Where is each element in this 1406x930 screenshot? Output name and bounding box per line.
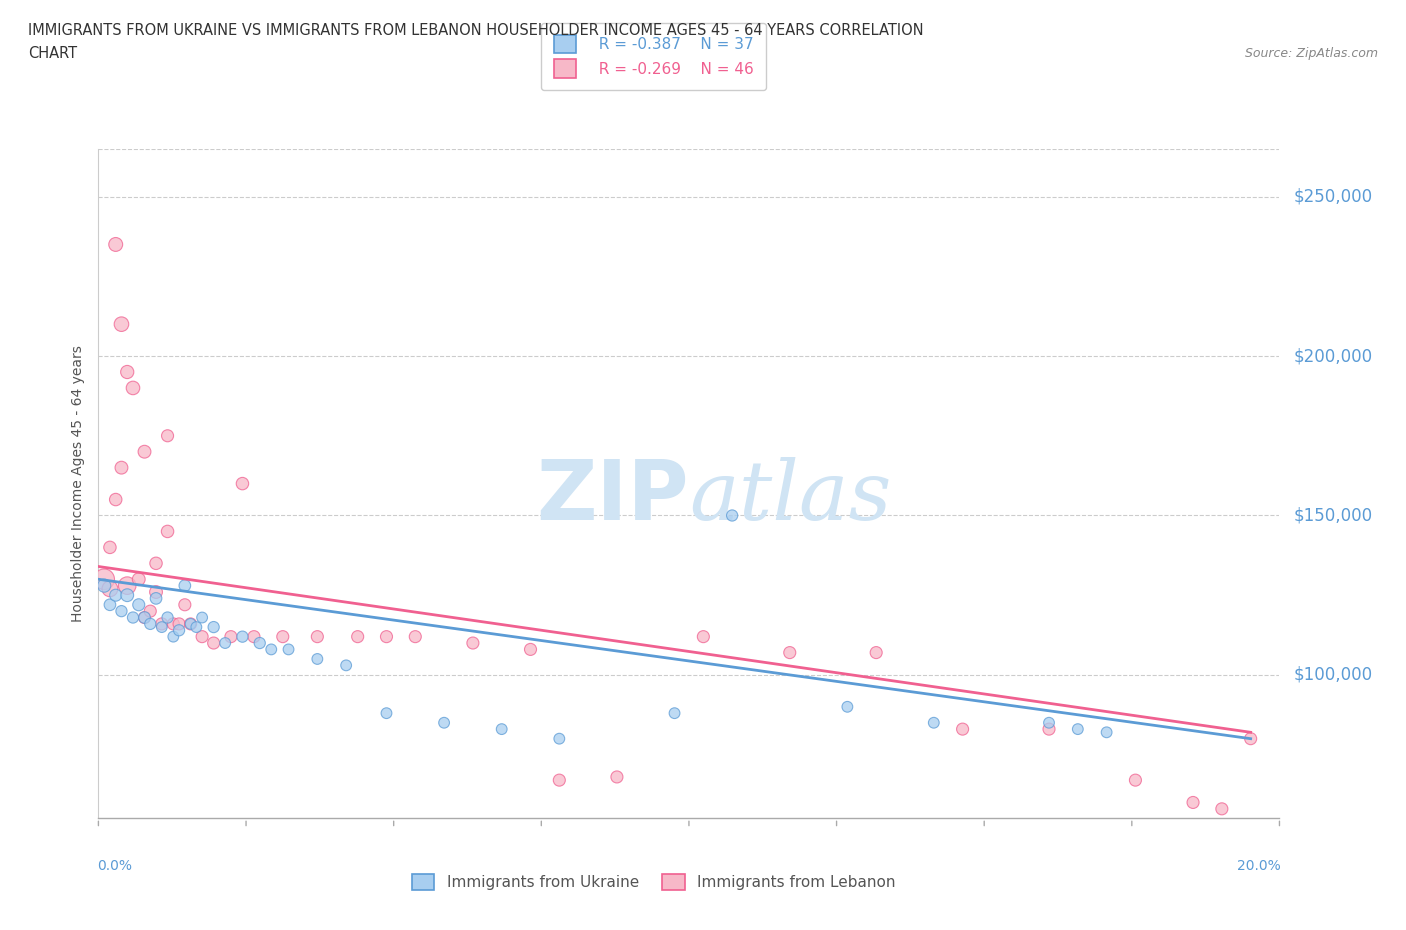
Point <box>243 630 266 644</box>
Point <box>167 617 190 631</box>
Point <box>1211 802 1233 817</box>
Point <box>191 630 214 644</box>
Text: Source: ZipAtlas.com: Source: ZipAtlas.com <box>1244 46 1378 60</box>
Point <box>110 460 132 475</box>
Point <box>922 715 945 730</box>
Point <box>260 642 283 657</box>
Point <box>271 630 294 644</box>
Point <box>115 365 138 379</box>
Point <box>1038 722 1060 737</box>
Point <box>664 706 686 721</box>
Point <box>104 588 127 603</box>
Point <box>606 769 628 784</box>
Text: $200,000: $200,000 <box>1294 347 1372 365</box>
Point <box>122 380 145 395</box>
Point <box>1038 715 1060 730</box>
Text: 20.0%: 20.0% <box>1237 858 1281 872</box>
Point <box>865 645 887 660</box>
Point <box>548 773 571 788</box>
Point <box>837 699 859 714</box>
Point <box>180 617 202 631</box>
Point <box>98 581 121 596</box>
Point <box>156 610 179 625</box>
Point <box>110 604 132 618</box>
Point <box>375 706 398 721</box>
Point <box>93 578 115 593</box>
Point <box>231 476 253 491</box>
Text: atlas: atlas <box>689 457 891 537</box>
Point <box>162 630 184 644</box>
Point <box>491 722 513 737</box>
Point <box>1095 724 1118 739</box>
Point <box>375 630 398 644</box>
Point <box>779 645 801 660</box>
Point <box>346 630 368 644</box>
Point <box>249 635 271 650</box>
Point <box>104 492 127 507</box>
Point <box>214 635 236 650</box>
Point <box>692 630 714 644</box>
Text: $150,000: $150,000 <box>1294 507 1372 525</box>
Point <box>115 578 138 593</box>
Point <box>519 642 541 657</box>
Point <box>115 588 138 603</box>
Text: $100,000: $100,000 <box>1294 666 1372 684</box>
Y-axis label: Householder Income Ages 45 - 64 years: Householder Income Ages 45 - 64 years <box>72 345 86 622</box>
Point <box>277 642 299 657</box>
Point <box>219 630 242 644</box>
Point <box>433 715 456 730</box>
Point <box>307 652 329 667</box>
Text: 0.0%: 0.0% <box>97 858 132 872</box>
Point <box>145 591 167 605</box>
Point <box>128 572 150 587</box>
Point <box>150 617 173 631</box>
Point <box>139 604 162 618</box>
Legend: Immigrants from Ukraine, Immigrants from Lebanon: Immigrants from Ukraine, Immigrants from… <box>404 867 903 897</box>
Text: $250,000: $250,000 <box>1294 188 1372 206</box>
Point <box>98 597 121 612</box>
Point <box>139 617 162 631</box>
Point <box>186 619 208 634</box>
Point <box>307 630 329 644</box>
Point <box>173 578 195 593</box>
Text: IMMIGRANTS FROM UKRAINE VS IMMIGRANTS FROM LEBANON HOUSEHOLDER INCOME AGES 45 - : IMMIGRANTS FROM UKRAINE VS IMMIGRANTS FR… <box>28 23 924 38</box>
Point <box>134 445 156 459</box>
Point <box>173 597 195 612</box>
Point <box>156 429 179 444</box>
Point <box>1125 773 1147 788</box>
Point <box>156 524 179 538</box>
Point <box>461 635 484 650</box>
Point <box>404 630 426 644</box>
Point <box>548 731 571 746</box>
Text: CHART: CHART <box>28 46 77 61</box>
Point <box>145 585 167 600</box>
Point <box>167 623 190 638</box>
Point <box>93 572 115 587</box>
Point <box>145 556 167 571</box>
Point <box>98 540 121 555</box>
Point <box>162 617 184 631</box>
Point <box>1067 722 1090 737</box>
Point <box>721 508 744 523</box>
Point <box>191 610 214 625</box>
Point <box>134 610 156 625</box>
Point <box>202 619 225 634</box>
Point <box>110 317 132 332</box>
Text: ZIP: ZIP <box>537 457 689 538</box>
Point <box>180 617 202 631</box>
Point <box>128 597 150 612</box>
Point <box>104 237 127 252</box>
Point <box>952 722 974 737</box>
Point <box>150 619 173 634</box>
Point <box>1240 731 1263 746</box>
Point <box>231 630 253 644</box>
Point <box>1182 795 1205 810</box>
Point <box>335 658 357 672</box>
Point <box>122 610 145 625</box>
Point <box>134 610 156 625</box>
Point <box>202 635 225 650</box>
